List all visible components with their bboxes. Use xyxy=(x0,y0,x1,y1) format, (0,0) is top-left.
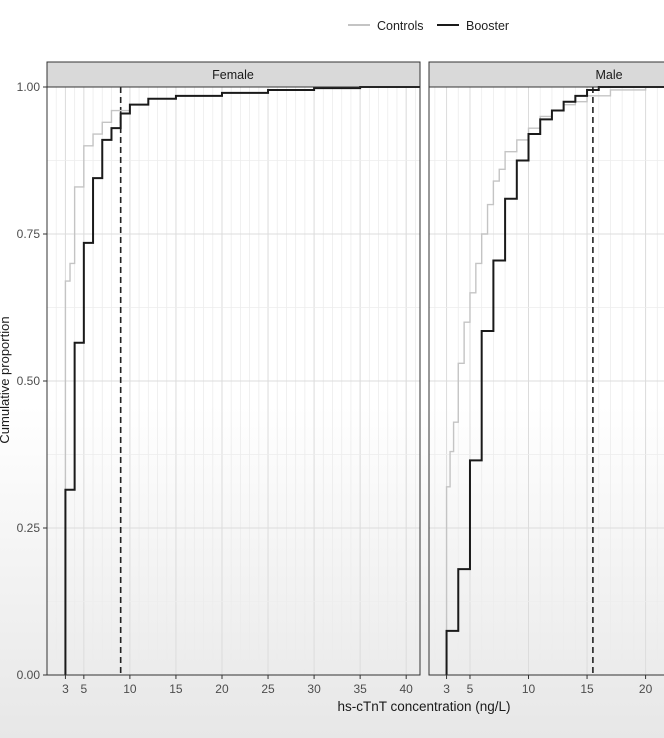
x-tick-label: 3 xyxy=(443,682,450,696)
panel-border-male xyxy=(428,86,664,676)
x-tick-label: 30 xyxy=(307,682,321,696)
strip-label-male: Male xyxy=(595,68,622,82)
y-tick-label: 0.00 xyxy=(17,668,41,682)
y-axis-label: Cumulative proportion xyxy=(0,316,12,443)
legend-label-controls: Controls xyxy=(377,19,424,33)
x-tick-label: 40 xyxy=(400,682,414,696)
strip-label-female: Female xyxy=(212,68,254,82)
y-axis: 0.00 0.25 0.50 0.75 1.00 xyxy=(17,80,47,682)
legend: Controls Booster xyxy=(348,19,509,33)
x-axis-label: hs-cTnT concentration (ng/L) xyxy=(337,699,510,714)
panel-male: Male 3 5 10 15 20 xyxy=(428,61,664,696)
y-tick-label: 0.50 xyxy=(17,374,41,388)
series-booster-female xyxy=(64,86,420,675)
x-tick-label: 15 xyxy=(580,682,594,696)
x-ticks-female: 3 5 10 15 20 25 30 35 40 xyxy=(62,675,413,696)
x-ticks-male: 3 5 10 15 20 xyxy=(443,675,653,696)
x-tick-label: 5 xyxy=(80,682,87,696)
strip-male xyxy=(428,61,664,88)
x-tick-label: 35 xyxy=(353,682,367,696)
y-tick-label: 0.25 xyxy=(17,521,41,535)
x-tick-label: 15 xyxy=(169,682,183,696)
y-tick-label: 1.00 xyxy=(17,80,41,94)
legend-label-booster: Booster xyxy=(466,19,509,33)
series-booster-male xyxy=(445,86,664,675)
x-tick-label: 25 xyxy=(261,682,275,696)
y-tick-label: 0.75 xyxy=(17,227,41,241)
x-tick-label: 10 xyxy=(522,682,536,696)
series-male xyxy=(445,86,664,675)
x-tick-label: 10 xyxy=(123,682,137,696)
x-tick-label: 20 xyxy=(639,682,653,696)
x-tick-label: 5 xyxy=(467,682,474,696)
panel-female: Female 3 5 10 15 20 25 30 35 40 xyxy=(46,61,421,696)
x-tick-label: 20 xyxy=(215,682,229,696)
series-female xyxy=(64,86,420,675)
x-tick-label: 3 xyxy=(62,682,69,696)
